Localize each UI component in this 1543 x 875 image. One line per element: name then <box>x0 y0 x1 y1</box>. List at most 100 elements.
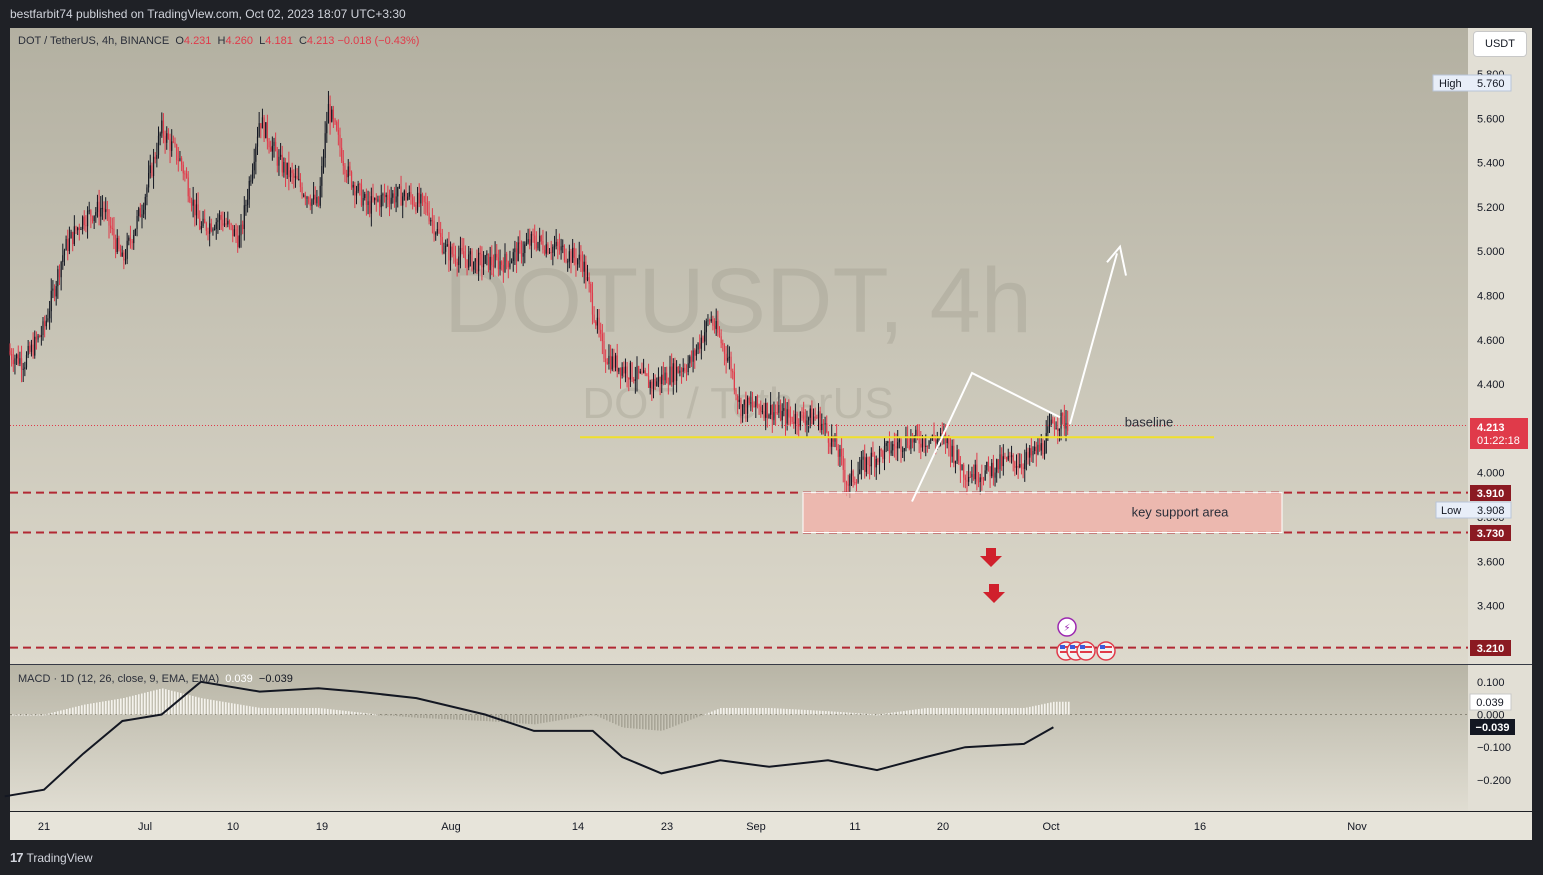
candle-body <box>393 193 396 203</box>
macd-histogram-bar <box>411 714 413 718</box>
candle-body <box>410 192 412 198</box>
candle-body <box>694 350 696 356</box>
candle-body <box>727 357 729 361</box>
candle-body <box>379 199 381 208</box>
time-scale[interactable] <box>10 812 1532 840</box>
macd-name[interactable]: MACD · 1D (12, 26, close, 9, EMA, EMA) <box>18 673 220 685</box>
macd-histogram-bar <box>990 707 992 715</box>
macd-histogram-bar <box>27 714 29 716</box>
macd-histogram-bar <box>1047 703 1049 715</box>
tradingview-logo[interactable]: 17 TradingView <box>10 850 93 865</box>
macd-histogram-bar <box>711 711 713 715</box>
macd-histogram-bar <box>1005 707 1007 715</box>
candle-body <box>222 219 224 226</box>
candle-body <box>1060 412 1062 429</box>
candle-body <box>890 450 892 454</box>
candle-body <box>1062 412 1064 416</box>
candle-body <box>824 423 826 425</box>
candle-body <box>369 201 371 214</box>
candle-body <box>506 253 508 262</box>
macd-scale[interactable] <box>1468 665 1532 811</box>
macd-histogram-bar <box>915 709 917 715</box>
macd-histogram-bar <box>405 714 407 717</box>
candle-body <box>235 229 237 236</box>
macd-histogram-bar <box>699 714 701 717</box>
candle-body <box>502 264 504 273</box>
flag-canton <box>1070 645 1075 649</box>
candle-body <box>633 379 635 381</box>
candle-body <box>413 204 415 206</box>
macd-histogram-bar <box>15 714 17 716</box>
macd-histogram-bar <box>111 700 113 715</box>
candle-body <box>577 259 579 265</box>
candle-body <box>25 354 28 368</box>
event-icon[interactable] <box>1057 617 1077 637</box>
macd-histogram-bar <box>570 714 572 719</box>
symbol-name[interactable]: DOT / TetherUS, 4h, BINANCE <box>18 35 170 47</box>
pattern-drawing[interactable] <box>911 371 1061 502</box>
macd-histogram-bar <box>162 688 164 715</box>
target-arrow[interactable] <box>1069 253 1118 425</box>
candle-body <box>982 479 985 481</box>
baseline-label: baseline <box>1125 414 1173 429</box>
macd-histogram-bar <box>861 713 863 715</box>
candle-body <box>755 396 757 408</box>
candle-body <box>487 253 490 271</box>
time-tick-label: 20 <box>937 821 949 833</box>
candle-body <box>1045 433 1047 454</box>
macd-histogram-bar <box>276 707 278 715</box>
candle-body <box>149 165 151 174</box>
candle-body <box>946 436 948 444</box>
macd-histogram-bar <box>477 714 479 721</box>
candle-body <box>968 476 970 482</box>
macd-histogram-bar <box>789 709 791 715</box>
macd-histogram-bar <box>768 707 770 715</box>
macd-histogram-bar <box>1050 702 1052 715</box>
macd-histogram-bar <box>543 714 545 723</box>
macd-histogram-bar <box>237 704 239 715</box>
candle-body <box>95 212 97 216</box>
candle-body <box>710 319 712 322</box>
candle-body <box>768 414 770 418</box>
macd-histogram-bar <box>327 708 329 715</box>
candle-body <box>560 246 562 251</box>
candle-body <box>930 439 932 441</box>
candle-body <box>443 251 445 253</box>
candle-body <box>613 356 615 368</box>
macd-histogram-bar <box>885 713 887 715</box>
macd-histogram-bar <box>273 707 275 715</box>
candle-body <box>473 261 475 270</box>
candle-body <box>854 482 856 484</box>
candle-body <box>215 222 217 229</box>
macd-histogram-bar <box>507 714 509 723</box>
candle-body <box>159 133 161 136</box>
macd-histogram-bar <box>786 708 788 715</box>
candle-body <box>514 248 516 253</box>
macd-histogram-bar <box>516 714 518 724</box>
price-scale[interactable] <box>1468 28 1532 664</box>
key-support-zone[interactable] <box>802 492 1283 534</box>
candle-body <box>720 336 722 344</box>
macd-histogram-bar <box>123 697 125 715</box>
macd-histogram-bar <box>756 707 758 715</box>
candle-body <box>387 194 389 200</box>
candle-body <box>501 261 503 265</box>
macd-histogram-bar <box>282 707 284 715</box>
candle-body <box>128 237 130 241</box>
candle-body <box>355 191 358 196</box>
candle-body <box>666 372 668 384</box>
candle-body <box>433 220 435 235</box>
candle-body <box>243 205 245 230</box>
candle-body <box>220 215 222 220</box>
candle-body <box>784 408 787 424</box>
macd-histogram-bar <box>300 707 302 715</box>
candle-body <box>758 405 760 407</box>
macd-histogram-bar <box>261 707 263 715</box>
currency-unit-button[interactable]: USDT <box>1473 31 1527 57</box>
candle-body <box>1055 428 1057 430</box>
candle-body <box>839 448 841 457</box>
candle-body <box>872 452 874 456</box>
candle-body <box>464 257 466 260</box>
macd-histogram-bar <box>585 714 587 716</box>
